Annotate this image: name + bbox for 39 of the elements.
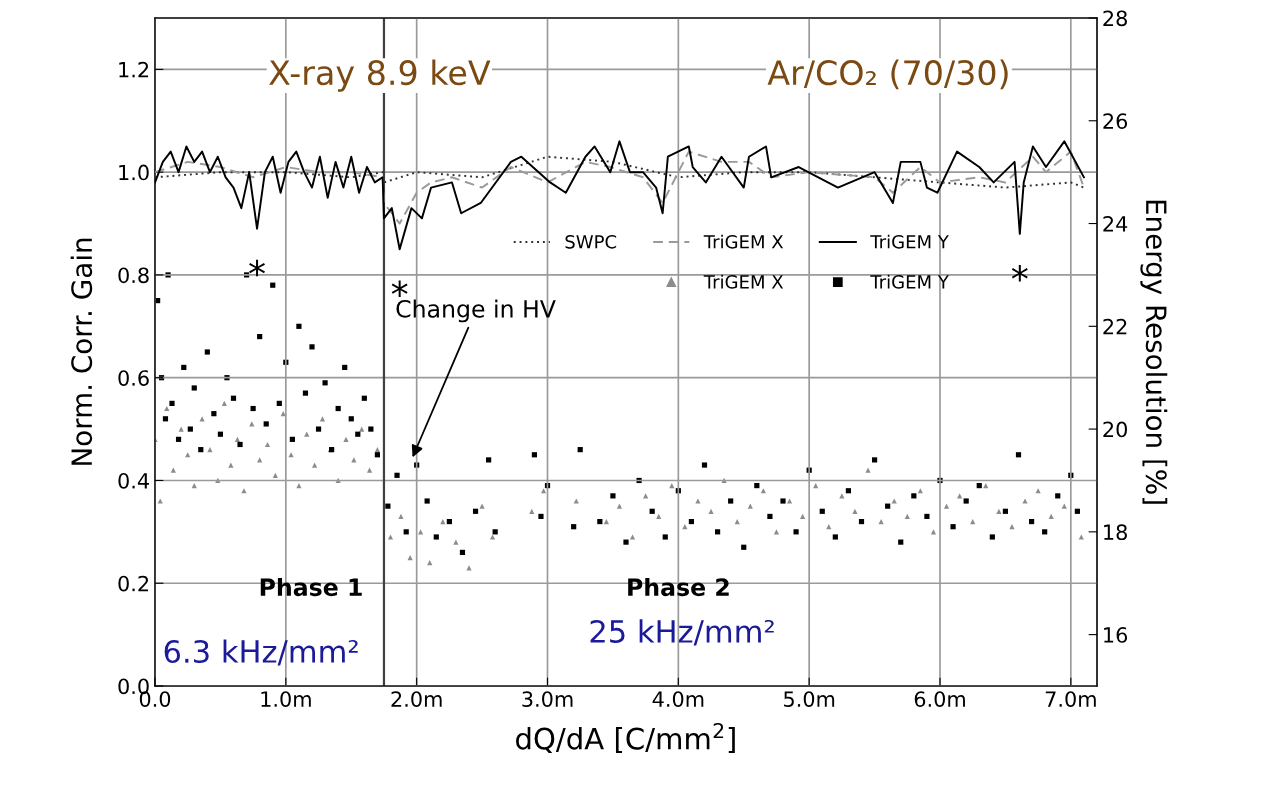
y2-tick-label: 18: [1104, 524, 1127, 541]
legend-label: TriGEM Y: [870, 274, 949, 289]
x-tick-label: 3.0m: [522, 691, 573, 707]
x-tick-label: 4.0m: [652, 691, 704, 707]
annotation: Ar/CO₂ (70/30): [767, 59, 1008, 90]
y-tick-label: 0.6: [118, 370, 149, 386]
legend-label: TriGEM X: [703, 234, 784, 249]
annotation: 25 kHz/mm²: [590, 619, 774, 646]
x-tick-label: 1.0m: [261, 691, 311, 707]
line-series: [155, 155, 1085, 189]
y-axis-title: Norm. Corr. Gain: [70, 238, 93, 465]
legend-label: SWPC: [565, 234, 617, 249]
y-tick-label: 1.2: [119, 61, 149, 78]
annotation: *: [1011, 265, 1028, 282]
annotation: Phase 2: [628, 577, 729, 597]
y2-tick-label: 20: [1103, 421, 1127, 438]
y-tick-label: 0.2: [118, 575, 149, 592]
y2-tick-label: 22: [1103, 318, 1127, 335]
y2-tick-label: 16: [1104, 627, 1128, 643]
y2-axis-title: Energy Resolution [%]: [1140, 200, 1168, 504]
y2-tick-label: 26: [1103, 113, 1128, 129]
legend-label: TriGEM X: [703, 274, 784, 289]
x-tick-label: 2.0m: [391, 691, 442, 707]
x-axis-title: dQ/dA [C/mm$^{2}$]: [516, 722, 735, 754]
x-tick-label: 6.0m: [914, 691, 965, 707]
y-tick-label: 0.8: [118, 267, 149, 284]
annotation: *: [249, 259, 265, 277]
y2-tick-label: 28: [1103, 10, 1127, 27]
annotation: *: [391, 280, 408, 297]
x-tick-label: 7.0m: [1045, 691, 1096, 707]
annotation: Change in HV: [396, 299, 556, 323]
y2-tick-label: 24: [1103, 215, 1128, 232]
legend-label: TriGEM Y: [870, 234, 949, 249]
x-tick-label: 5.0m: [784, 691, 835, 707]
annotation: Phase 1: [260, 577, 362, 597]
y-tick-label: 0.4: [118, 472, 149, 489]
annotation: 6.3 kHz/mm²: [164, 639, 358, 666]
annotation: X-ray 8.9 keV: [269, 59, 491, 92]
y-tick-label: 1.0: [119, 164, 149, 181]
